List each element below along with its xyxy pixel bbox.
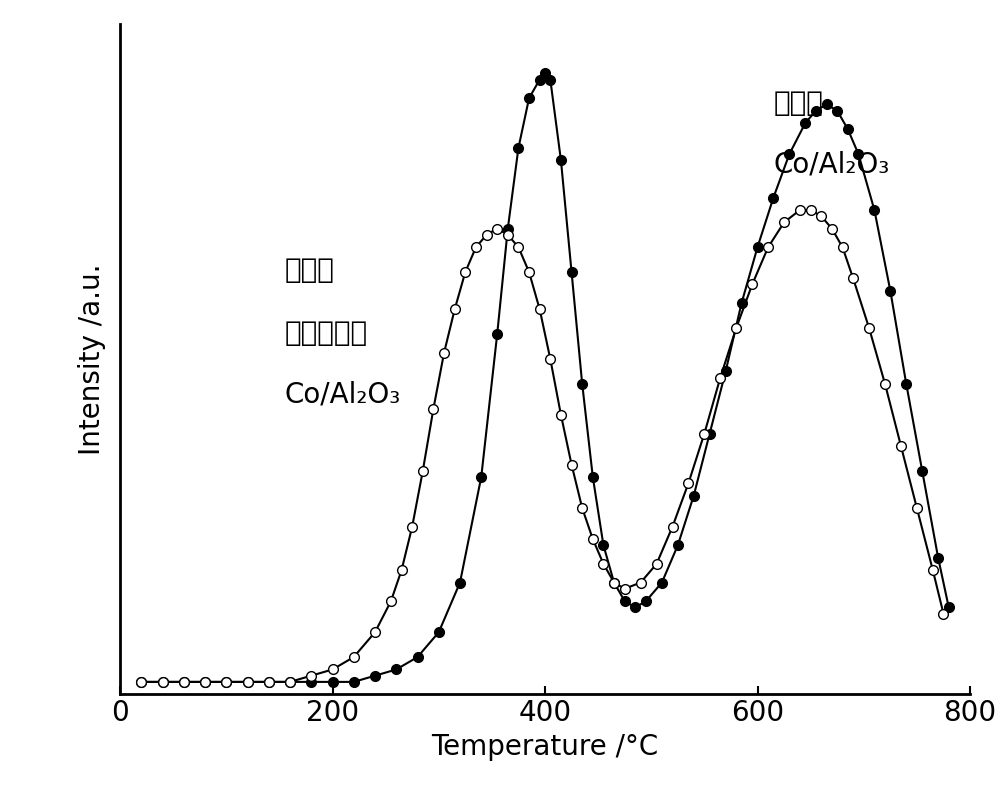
- Text: 焙烧后: 焙烧后: [773, 89, 823, 117]
- Text: Co/Al₂O₃: Co/Al₂O₃: [285, 380, 401, 409]
- Text: 焙烧后: 焙烧后: [285, 256, 335, 285]
- Y-axis label: Intensity /a.u.: Intensity /a.u.: [78, 264, 106, 454]
- X-axis label: Temperature /°C: Temperature /°C: [431, 733, 659, 761]
- Text: Co/Al₂O₃: Co/Al₂O₃: [773, 151, 890, 179]
- Text: 经还原氧化: 经还原氧化: [285, 319, 368, 346]
